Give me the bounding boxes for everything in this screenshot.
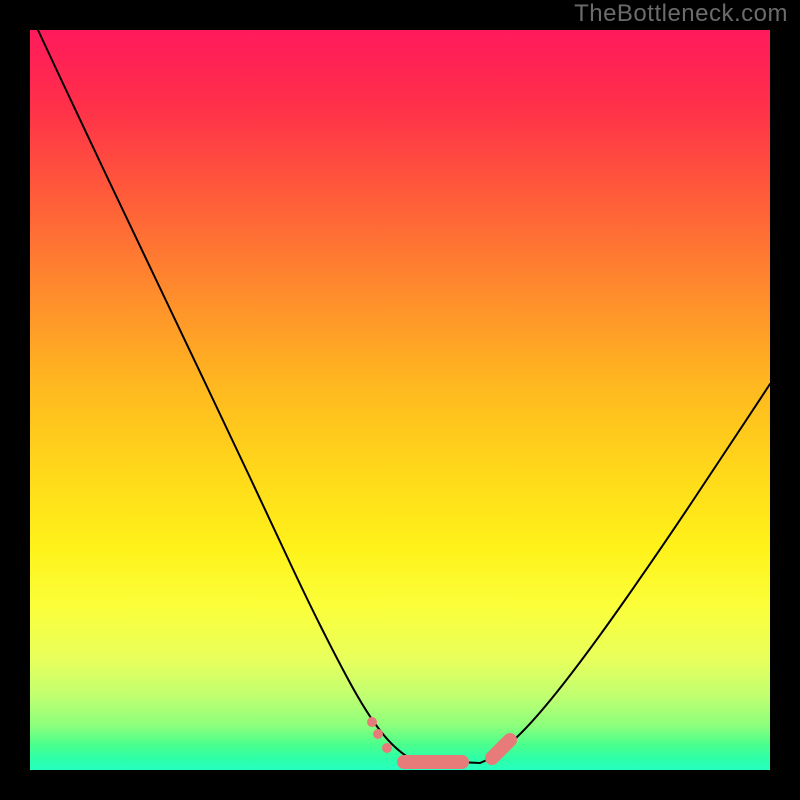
chart-stage: TheBottleneck.com — [0, 0, 800, 800]
watermark-text: TheBottleneck.com — [574, 0, 788, 28]
outer-background — [0, 0, 800, 800]
